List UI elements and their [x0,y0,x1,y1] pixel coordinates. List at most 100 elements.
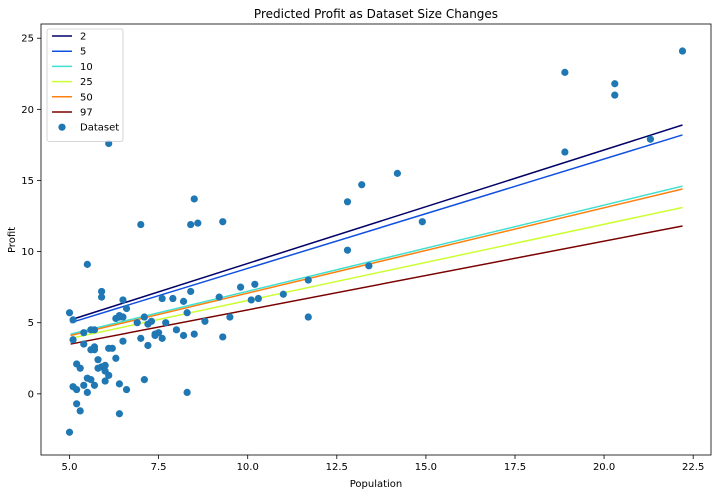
legend-label-97: 97 [80,108,93,119]
legend-label-dataset: Dataset [80,123,119,134]
series-line-2 [70,124,683,321]
data-point [73,400,81,408]
data-point [83,374,91,382]
x-axis: 5.0 7.5 10.0 12.5 15.0 17.5 20.0 22.5 [62,455,704,473]
data-point [190,195,198,203]
data-point [80,340,88,348]
x-tick-label: 7.5 [151,462,167,473]
data-point [226,313,234,321]
data-point [183,388,191,397]
x-tick-label: 5.0 [62,462,78,473]
data-point [190,330,198,338]
legend-label-50: 50 [80,92,93,103]
series-line-50 [70,188,683,337]
data-point [179,331,188,340]
plot-area [40,23,712,456]
data-point [97,287,106,296]
data-point [119,296,127,304]
data-point [94,356,102,364]
data-point [76,407,84,415]
data-point [304,276,312,284]
scatter-points [65,47,687,436]
y-tick-label: 15 [21,176,34,187]
legend-label-25: 25 [80,77,93,88]
data-point [561,148,569,156]
data-point [279,290,287,298]
data-point [137,220,145,229]
data-point [69,336,77,344]
legend-frame [46,28,124,142]
data-point [83,260,91,268]
legend-label-5: 5 [80,47,86,58]
data-point [162,319,170,327]
series-line-25 [70,206,683,340]
y-tick-label: 10 [21,247,34,258]
data-point [611,80,619,88]
data-point [137,334,145,342]
data-point [343,198,352,206]
legend-label-2: 2 [80,32,86,43]
data-point [122,385,131,394]
legend-swatch-dataset [58,123,66,131]
data-point [158,294,166,303]
data-point [158,334,166,342]
x-axis-label: Population [350,479,403,490]
y-tick-label: 25 [21,34,34,45]
data-point [133,319,141,327]
data-point [101,377,109,385]
data-point [254,294,262,303]
data-point [65,428,74,436]
data-point [183,309,191,317]
data-point [187,287,195,296]
data-point [144,341,152,350]
data-point [101,367,109,375]
data-point [219,218,227,226]
data-point [194,219,202,227]
data-point [65,309,74,317]
data-point [87,346,95,354]
chart-title: Predicted Profit as Dataset Size Changes [254,7,498,21]
data-point [94,364,102,372]
data-point [73,385,81,394]
regression-lines [70,124,683,345]
data-point [187,220,195,229]
data-point [215,293,223,301]
data-point [251,280,259,288]
data-point [112,314,120,323]
x-tick-label: 10.0 [237,462,259,473]
data-point [90,381,99,389]
data-point [90,326,99,334]
y-tick-label: 5 [28,318,34,329]
data-point [236,283,245,291]
data-point [140,376,148,384]
data-point [418,218,426,226]
data-point [678,47,687,55]
data-point [561,68,569,76]
x-tick-label: 17.5 [504,462,526,473]
y-tick-label: 0 [28,389,34,400]
data-point [365,262,373,270]
data-point [219,333,227,341]
data-point [172,326,181,334]
data-point [201,317,209,325]
legend-label-10: 10 [80,62,93,73]
series-line-10 [70,185,683,335]
data-point [69,316,77,324]
data-point [105,344,113,352]
series-line-97 [70,225,683,345]
data-point [83,388,91,397]
data-point [358,181,366,189]
series-line-5 [70,134,683,324]
y-axis-label: Profit [7,227,18,253]
data-point [115,410,123,418]
data-point [179,297,188,305]
data-point [646,135,655,143]
data-point [343,246,352,254]
x-tick-label: 15.0 [415,462,437,473]
y-tick-label: 20 [21,105,34,116]
data-point [611,91,619,99]
data-point [97,293,106,301]
data-point [393,169,401,177]
